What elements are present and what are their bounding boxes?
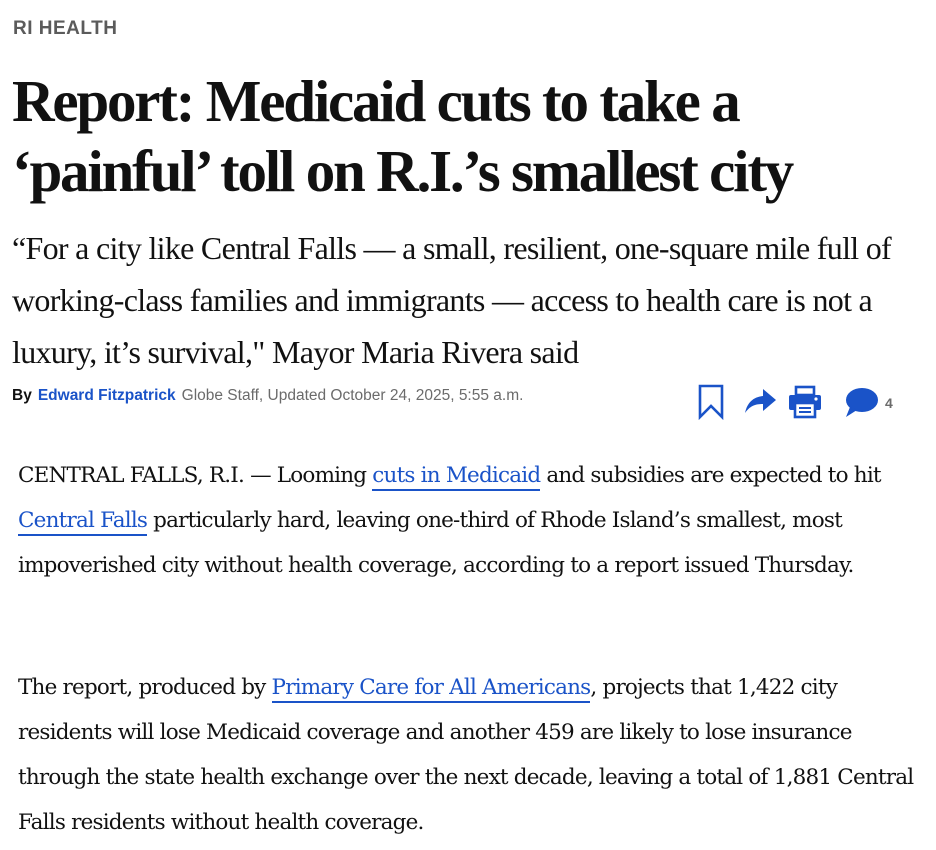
bookmark-icon[interactable] <box>695 383 729 421</box>
article-headline: Report: Medicaid cuts to take a ‘painful… <box>12 68 794 204</box>
article-paragraph: The report, produced by Primary Care for… <box>18 665 923 845</box>
paragraph-text: particularly hard, leaving one-third of … <box>18 508 854 578</box>
comment-count: 4 <box>885 395 893 411</box>
section-label[interactable]: RI HEALTH <box>13 18 118 39</box>
share-toolbar: 4 <box>695 383 905 423</box>
share-icon[interactable] <box>743 383 777 421</box>
author-link[interactable]: Edward Fitzpatrick <box>37 387 176 404</box>
print-icon[interactable] <box>787 383 821 421</box>
link-cuts-in-medicaid[interactable]: cuts in Medicaid <box>372 463 541 491</box>
byline-meta: Globe Staff, Updated October 24, 2025, 5… <box>181 387 524 404</box>
link-primary-care-for-all-americans[interactable]: Primary Care for All Americans <box>271 675 591 703</box>
paragraph-text: CENTRAL FALLS, R.I. — Looming <box>18 463 373 488</box>
paragraph-text: , projects that 1,422 city residents wil… <box>18 675 914 835</box>
link-central-falls[interactable]: Central Falls <box>18 508 148 536</box>
paragraph-text: and subsidies are expected to hit <box>540 463 881 488</box>
article-subheadline: “For a city like Central Falls — a small… <box>12 230 892 370</box>
article-paragraph: CENTRAL FALLS, R.I. — Looming cuts in Me… <box>18 453 923 588</box>
paragraph-text: The report, produced by <box>18 675 272 700</box>
byline: By Edward Fitzpatrick Globe Staff, Updated… <box>12 386 523 406</box>
comment-icon[interactable] <box>843 383 878 421</box>
byline-by: By <box>12 387 32 404</box>
